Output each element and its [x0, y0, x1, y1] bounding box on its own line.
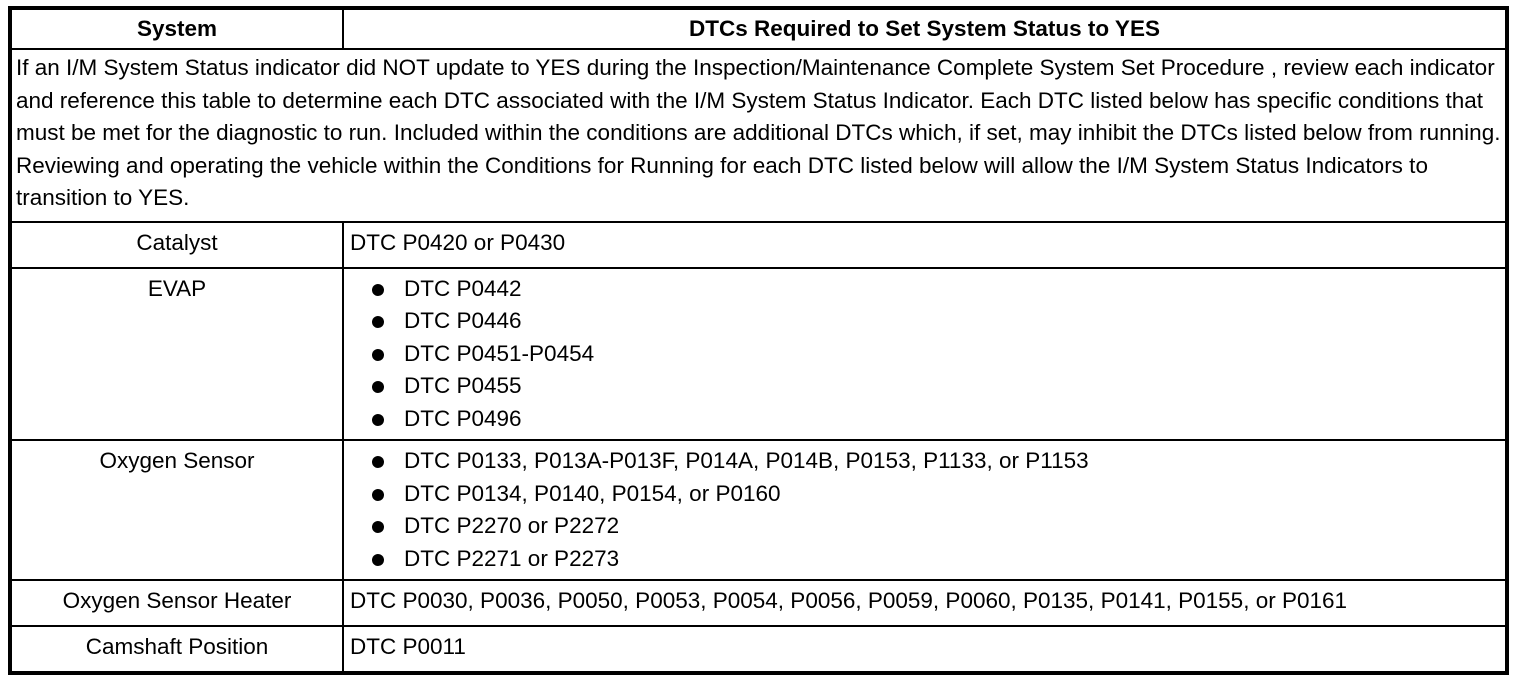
bullet-icon	[372, 316, 384, 328]
bullet-icon	[372, 348, 384, 361]
table-header-row: System DTCs Required to Set System Statu…	[9, 7, 1508, 50]
system-name: Catalyst	[9, 220, 344, 269]
list-item: DTC P0455	[372, 370, 1499, 403]
dtc-text: DTC P0455	[404, 373, 522, 398]
list-item: DTC P2271 or P2273	[372, 543, 1499, 576]
dtc-bullet-list: DTC P0442 DTC P0446 DTC P0451-P0454 DTC …	[350, 273, 1499, 436]
dtc-list: DTC P0011	[342, 625, 1508, 674]
bullet-icon	[372, 488, 384, 501]
dtc-system-status-table: System DTCs Required to Set System Statu…	[8, 6, 1509, 675]
header-system: System	[9, 7, 344, 50]
table-row: Catalyst DTC P0420 or P0430	[9, 220, 1508, 269]
dtc-text: DTC P0451-P0454	[404, 340, 595, 366]
table-row: Oxygen Sensor Heater DTC P0030, P0036, P…	[9, 579, 1508, 627]
dtc-text: DTC P2270 or P2272	[404, 513, 620, 538]
dtc-text: DTC P0496	[404, 405, 522, 431]
list-item: DTC P0442	[372, 273, 1499, 306]
list-item: DTC P0446	[372, 305, 1499, 338]
table-row: EVAP DTC P0442 DTC P0446 DTC P0451-P0454…	[9, 266, 1508, 441]
system-name: Oxygen Sensor Heater	[9, 579, 344, 627]
system-name: EVAP	[9, 266, 344, 441]
dtc-text: DTC P2271 or P2273	[404, 545, 620, 571]
bullet-icon	[372, 413, 384, 426]
list-item: DTC P2270 or P2272	[372, 510, 1499, 543]
list-item: DTC P0134, P0140, P0154, or P0160	[372, 478, 1499, 511]
dtc-bullet-list: DTC P0133, P013A-P013F, P014A, P014B, P0…	[350, 445, 1499, 575]
system-name: Oxygen Sensor	[9, 439, 344, 581]
intro-row: If an I/M System Status indicator did NO…	[9, 48, 1508, 223]
bullet-icon	[372, 283, 384, 296]
dtc-text: DTC P0446	[404, 308, 522, 333]
dtc-text: DTC P0442	[404, 275, 522, 301]
table-row: Camshaft Position DTC P0011	[9, 625, 1508, 674]
system-name: Camshaft Position	[9, 625, 344, 674]
bullet-icon	[372, 553, 384, 566]
dtc-text: DTC P0134, P0140, P0154, or P0160	[404, 480, 781, 506]
bullet-icon	[372, 381, 384, 393]
table-row: Oxygen Sensor DTC P0133, P013A-P013F, P0…	[9, 439, 1508, 581]
dtc-list: DTC P0030, P0036, P0050, P0053, P0054, P…	[342, 579, 1508, 627]
list-item: DTC P0133, P013A-P013F, P014A, P014B, P0…	[372, 445, 1499, 478]
bullet-icon	[372, 456, 384, 468]
dtc-text: DTC P0133, P013A-P013F, P014A, P014B, P0…	[404, 448, 1089, 473]
bullet-icon	[372, 521, 384, 533]
dtc-list: DTC P0420 or P0430	[342, 220, 1508, 269]
intro-text: If an I/M System Status indicator did NO…	[9, 48, 1508, 223]
list-item: DTC P0451-P0454	[372, 338, 1499, 371]
list-item: DTC P0496	[372, 403, 1499, 436]
header-dtcs: DTCs Required to Set System Status to YE…	[342, 7, 1508, 50]
